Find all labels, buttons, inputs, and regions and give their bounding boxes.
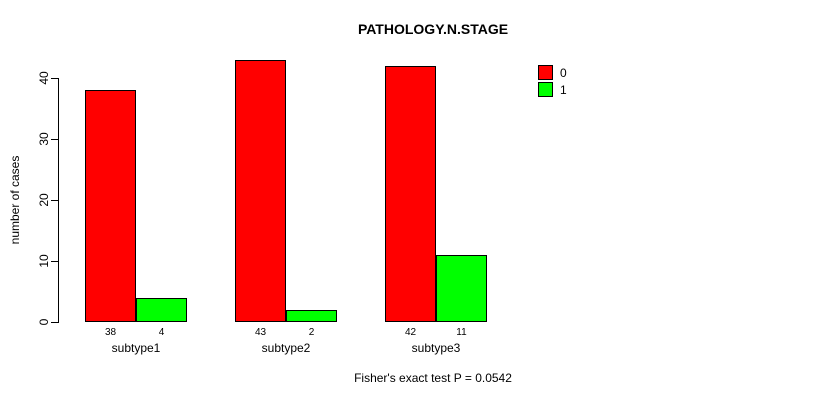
legend-label: 0 [560, 65, 567, 80]
category-label-subtype3: subtype3 [411, 341, 461, 355]
bar-count-label: 4 [158, 327, 165, 338]
legend-label: 1 [560, 82, 567, 97]
category-label-subtype2: subtype2 [261, 341, 311, 355]
bar-count-label: 11 [456, 327, 467, 338]
legend: 0 1 [538, 64, 567, 98]
y-axis-tick [51, 261, 58, 262]
bar-count-label: 38 [104, 327, 117, 338]
category-label-subtype1: subtype1 [111, 341, 161, 355]
caption-fishers-test: Fisher's exact test P = 0.0542 [354, 371, 512, 385]
y-axis-tick-label: 10 [37, 254, 51, 268]
y-axis-tick-label: 20 [37, 193, 51, 207]
bar-count-label: 43 [254, 327, 267, 338]
y-axis-label: number of cases [8, 155, 22, 245]
y-axis-tick [51, 200, 58, 201]
bar-subtype2-series-0 [235, 59, 286, 322]
bar-subtype3-series-0 [385, 65, 436, 322]
bar-subtype1-series-0 [85, 90, 136, 322]
y-axis-tick [51, 322, 58, 323]
legend-swatch-red [538, 65, 553, 80]
y-axis-tick-label: 40 [37, 71, 51, 85]
y-axis-tick-label: 30 [37, 132, 51, 146]
bar-subtype2-series-1 [286, 309, 337, 322]
y-axis-line [58, 78, 59, 323]
bar-subtype3-series-1 [436, 254, 487, 322]
y-axis-tick [51, 139, 58, 140]
legend-swatch-green [538, 82, 553, 97]
bar-subtype1-series-1 [136, 297, 187, 322]
y-axis-tick [51, 78, 58, 79]
legend-item: 0 [538, 64, 567, 81]
bar-count-label: 42 [404, 327, 417, 338]
bar-count-label: 2 [308, 327, 315, 338]
y-axis-tick-label: 0 [37, 318, 51, 326]
legend-item: 1 [538, 81, 567, 98]
chart-title: PATHOLOGY.N.STAGE [357, 21, 509, 37]
